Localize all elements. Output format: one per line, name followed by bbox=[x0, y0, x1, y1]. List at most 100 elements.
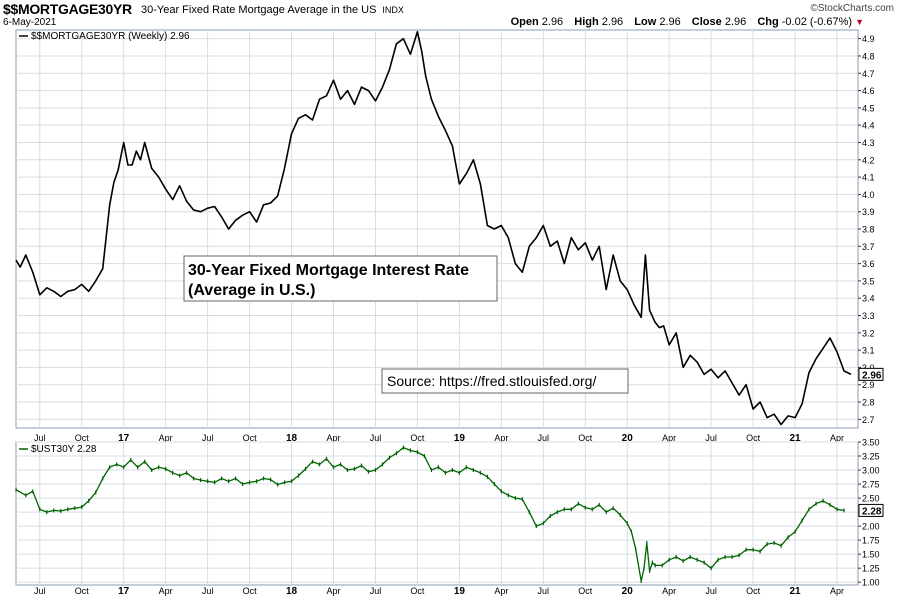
lower-xtick-label: 21 bbox=[789, 586, 801, 597]
upper-xtick-label: Apr bbox=[662, 433, 676, 443]
lower-ytick-label: 2.50 bbox=[862, 494, 880, 504]
annotation-title-box bbox=[183, 255, 498, 302]
upper-legend-label: $$MORTGAGE30YR (Weekly) 2.96 bbox=[31, 31, 190, 42]
open-label: Open bbox=[510, 16, 539, 28]
upper-ytick-label: 2.9 bbox=[862, 380, 875, 390]
upper-xtick-label: 20 bbox=[622, 433, 634, 444]
upper-xtick-label: Apr bbox=[830, 433, 844, 443]
symbol-description: 30-Year Fixed Rate Mortgage Average in t… bbox=[141, 4, 404, 16]
lower-xtick-label: Oct bbox=[578, 586, 593, 596]
upper-ytick-label: 3.4 bbox=[862, 294, 875, 304]
down-arrow-icon: ▼ bbox=[855, 17, 864, 27]
lower-ytick-label: 3.50 bbox=[862, 438, 880, 448]
upper-xtick-label: Apr bbox=[326, 433, 340, 443]
upper-ytick-label: 4.6 bbox=[862, 86, 875, 96]
brand-logo[interactable]: ©StockCharts.com bbox=[810, 3, 894, 14]
upper-xtick-label: Apr bbox=[494, 433, 508, 443]
chart-header: $$MORTGAGE30YR 30-Year Fixed Rate Mortga… bbox=[0, 0, 900, 30]
lower-last-value: 2.28 bbox=[862, 506, 882, 517]
upper-xtick-label: Oct bbox=[578, 433, 593, 443]
upper-ytick-label: 4.3 bbox=[862, 138, 875, 148]
upper-ytick-label: 4.1 bbox=[862, 173, 875, 183]
upper-last-value-tag bbox=[858, 367, 884, 381]
upper-ytick-label: 4.4 bbox=[862, 121, 875, 131]
lower-last-value-tag bbox=[858, 503, 884, 517]
date-label: 6-May-2021 bbox=[3, 17, 57, 28]
upper-ytick-label: 2.7 bbox=[862, 415, 875, 425]
upper-ytick-label: 2.8 bbox=[862, 398, 875, 408]
upper-series-line bbox=[15, 30, 852, 426]
upper-ytick-label: 3.5 bbox=[862, 276, 875, 286]
upper-xtick-label: Oct bbox=[746, 433, 761, 443]
upper-xtick-label: Jul bbox=[705, 433, 717, 443]
upper-xtick-label: Oct bbox=[75, 433, 90, 443]
lower-legend-label: $UST30Y 2.28 bbox=[31, 444, 97, 455]
high-value: 2.96 bbox=[601, 16, 624, 28]
lower-xtick-label: Oct bbox=[75, 586, 90, 596]
upper-xtick-label: Apr bbox=[159, 433, 173, 443]
upper-xtick-label: Jul bbox=[202, 433, 214, 443]
high-label: High bbox=[574, 16, 599, 28]
lower-xtick-label: Jul bbox=[538, 586, 550, 596]
upper-ytick-label: 3.8 bbox=[862, 225, 875, 235]
upper-xtick-label: Jul bbox=[538, 433, 550, 443]
lower-xtick-label: 20 bbox=[622, 586, 634, 597]
upper-ytick-label: 3.7 bbox=[862, 242, 875, 252]
lower-xtick-label: Apr bbox=[494, 586, 508, 596]
upper-xtick-label: Jul bbox=[34, 433, 46, 443]
upper-ytick-label: 4.8 bbox=[862, 51, 875, 61]
lower-ytick-label: 2.75 bbox=[862, 480, 880, 490]
lower-xtick-label: Apr bbox=[830, 586, 844, 596]
open-value: 2.96 bbox=[541, 16, 564, 28]
upper-ytick-label: 4.5 bbox=[862, 103, 875, 113]
upper-xtick-label: 19 bbox=[454, 433, 466, 444]
annotation-source-box bbox=[381, 368, 629, 394]
upper-xtick-label: 21 bbox=[789, 433, 801, 444]
lower-ytick-label: 3.00 bbox=[862, 466, 880, 476]
upper-ytick-label: 3.1 bbox=[862, 346, 875, 356]
lower-xtick-label: Apr bbox=[326, 586, 340, 596]
lower-ytick-label: 3.25 bbox=[862, 452, 880, 462]
low-label: Low bbox=[634, 16, 657, 28]
annotation-source-text: Source: https://fred.stlouisfed.org/ bbox=[387, 373, 596, 389]
lower-xtick-label: Apr bbox=[662, 586, 676, 596]
symbol-title: $$MORTGAGE30YR bbox=[3, 1, 132, 17]
annotation-title-line2: (Average in U.S.) bbox=[188, 282, 315, 299]
upper-ytick-label: 4.7 bbox=[862, 69, 875, 79]
lower-xtick-label: Oct bbox=[746, 586, 761, 596]
lower-xtick-label: 19 bbox=[454, 586, 466, 597]
upper-last-value: 2.96 bbox=[862, 370, 882, 381]
upper-ytick-label: 3.2 bbox=[862, 328, 875, 338]
upper-xtick-label: Oct bbox=[243, 433, 258, 443]
upper-xtick-label: Oct bbox=[410, 433, 425, 443]
upper-panel: 2.72.82.93.03.13.23.33.43.53.63.73.83.94… bbox=[15, 29, 884, 444]
upper-xtick-label: 18 bbox=[286, 433, 298, 444]
close-label: Close bbox=[691, 16, 722, 28]
chg-value: -0.02 (-0.67%) bbox=[781, 16, 853, 28]
lower-xtick-label: 17 bbox=[118, 586, 130, 597]
upper-ytick-label: 4.9 bbox=[862, 34, 875, 44]
upper-ytick-label: 4.0 bbox=[862, 190, 875, 200]
lower-xtick-label: Oct bbox=[410, 586, 425, 596]
upper-ytick-label: 3.6 bbox=[862, 259, 875, 269]
close-value: 2.96 bbox=[724, 16, 747, 28]
lower-xtick-label: Jul bbox=[202, 586, 214, 596]
lower-xtick-label: Jul bbox=[34, 586, 46, 596]
ohlc-readout: Open 2.96 High 2.96 Low 2.96 Close 2.96 … bbox=[503, 16, 864, 28]
lower-ytick-label: 1.50 bbox=[862, 550, 880, 560]
exchange-label: INDX bbox=[382, 5, 404, 15]
upper-xtick-label: 17 bbox=[118, 433, 130, 444]
lower-ytick-label: 1.00 bbox=[862, 578, 880, 588]
lower-xtick-label: Jul bbox=[705, 586, 717, 596]
lower-panel: 1.001.251.501.752.002.252.502.753.003.25… bbox=[15, 438, 884, 597]
lower-xtick-label: Oct bbox=[243, 586, 258, 596]
upper-ytick-label: 4.2 bbox=[862, 155, 875, 165]
description-text: 30-Year Fixed Rate Mortgage Average in t… bbox=[141, 4, 377, 16]
lower-ytick-label: 2.00 bbox=[862, 522, 880, 532]
upper-ytick-label: 3.9 bbox=[862, 207, 875, 217]
annotation-title-line1: 30-Year Fixed Mortgage Interest Rate bbox=[188, 262, 469, 279]
low-value: 2.96 bbox=[659, 16, 681, 28]
lower-ytick-label: 1.25 bbox=[862, 564, 880, 574]
lower-ytick-label: 1.75 bbox=[862, 536, 880, 546]
